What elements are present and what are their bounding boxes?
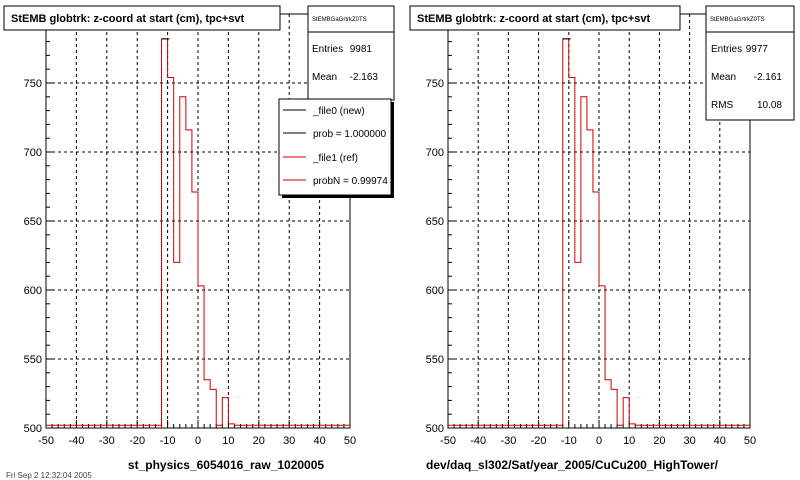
legend-entry-ref: _file1 (ref)	[283, 153, 358, 164]
left-stats-name: StEMBGaGrtrkZ0TS	[312, 17, 367, 23]
legend-label-prob: prob = 1.000000	[313, 129, 387, 140]
left-x-tick-label: -20	[129, 435, 145, 447]
left-stats-mean-value: -2.163	[350, 72, 379, 83]
right-histogram-panel: -50 -40 -30 -20 -10 0 10 20 30 40 50 500 550 600 650 70…	[409, 5, 795, 472]
left-x-tick-label: 50	[344, 435, 356, 447]
legend-entry-new: _file0 (new)	[283, 106, 365, 117]
legend-entry-probn: probN = 0.99974	[283, 176, 388, 187]
right-x-tick-label: 30	[683, 435, 695, 447]
right-grid	[448, 14, 750, 428]
left-x-tick-label: 20	[253, 435, 265, 447]
left-stats-mean-label: Mean	[312, 72, 337, 83]
left-x-tick-label: -50	[38, 435, 54, 447]
right-y-tick-label: 650	[426, 216, 444, 228]
right-x-axis-label: dev/daq_sl302/Sat/year_2005/CuCu200_High…	[426, 458, 719, 472]
right-x-tick-label: 20	[653, 435, 665, 447]
left-histogram-series	[46, 38, 350, 428]
right-x-tick-label: 40	[714, 435, 726, 447]
right-x-tick-label: 0	[596, 435, 602, 447]
left-x-axis-label: st_physics_6054016_raw_1020005	[128, 458, 324, 472]
left-y-tick-label: 550	[24, 354, 42, 366]
left-y-tick-label: 500	[24, 423, 42, 435]
right-x-tick-label: -40	[470, 435, 486, 447]
left-y-tick-label: 750	[24, 78, 42, 90]
right-x-tick-label: -20	[531, 435, 547, 447]
right-x-tick-label: -10	[561, 435, 577, 447]
right-histogram-step-line	[448, 38, 750, 426]
left-x-tick-label: 0	[195, 435, 201, 447]
right-y-tick-label: 550	[426, 354, 444, 366]
left-x-tick-label: 10	[222, 435, 234, 447]
legend-label-new: _file0 (new)	[312, 106, 365, 117]
right-stats-box	[705, 5, 795, 121]
left-y-tick-label: 700	[24, 147, 42, 159]
left-chart-title: StEMB globtrk: z-coord at start (cm), tp…	[11, 13, 245, 25]
left-stats-entries-value: 9981	[350, 44, 373, 55]
left-y-tick-label: 600	[24, 285, 42, 297]
right-stats-rms-label: RMS	[711, 100, 734, 111]
right-y-tick-label: 700	[426, 147, 444, 159]
legend-label-probn: probN = 0.99974	[313, 176, 388, 187]
right-x-tick-label: -50	[440, 435, 456, 447]
left-axis-ticks: -50 -40 -30 -20 -10 0 10 20 30 40 50 500 550 600 650 70…	[24, 27, 356, 447]
left-histogram-step-line	[46, 38, 350, 426]
right-x-tick-label: -30	[500, 435, 516, 447]
right-y-tick-label: 750	[426, 78, 444, 90]
left-y-tick-label: 650	[24, 216, 42, 228]
right-stats-entries-label: Entries	[711, 44, 742, 55]
right-stats-name: StEMBGaGrtrkZ0TS	[710, 17, 765, 23]
legend-label-ref: _file1 (ref)	[312, 153, 358, 164]
right-stats-entries-value: 9977	[746, 44, 769, 55]
right-stats-mean-label: Mean	[711, 72, 736, 83]
legend-box	[278, 98, 392, 196]
left-x-tick-label: -30	[99, 435, 115, 447]
right-chart-title: StEMB globtrk: z-coord at start (cm), tp…	[417, 13, 651, 25]
right-stats-mean-value: -2.161	[754, 72, 783, 83]
right-x-tick-label: 10	[623, 435, 635, 447]
left-x-tick-label: 30	[283, 435, 295, 447]
right-stats-rms-value: 10.08	[757, 100, 782, 111]
right-axis-ticks: -50 -40 -30 -20 -10 0 10 20 30 40 50 500 550 600 650 70…	[426, 27, 756, 447]
right-x-tick-label: 50	[744, 435, 756, 447]
legend-entry-prob: prob = 1.000000	[283, 129, 387, 140]
left-histogram-panel: -50 -40 -30 -20 -10 0 10 20 30 40 50 500 550 600 650 70…	[3, 5, 395, 472]
footer-timestamp: Fri Sep 2 12:32:04 2005	[6, 471, 92, 480]
right-title-box	[409, 5, 681, 31]
right-y-tick-label: 500	[426, 423, 444, 435]
left-stats-entries-label: Entries	[312, 44, 343, 55]
left-x-tick-label: 40	[313, 435, 325, 447]
left-x-tick-label: -10	[160, 435, 176, 447]
right-y-tick-label: 600	[426, 285, 444, 297]
left-title-box	[3, 5, 281, 31]
left-x-tick-label: -40	[68, 435, 84, 447]
right-histogram-series	[448, 38, 750, 428]
